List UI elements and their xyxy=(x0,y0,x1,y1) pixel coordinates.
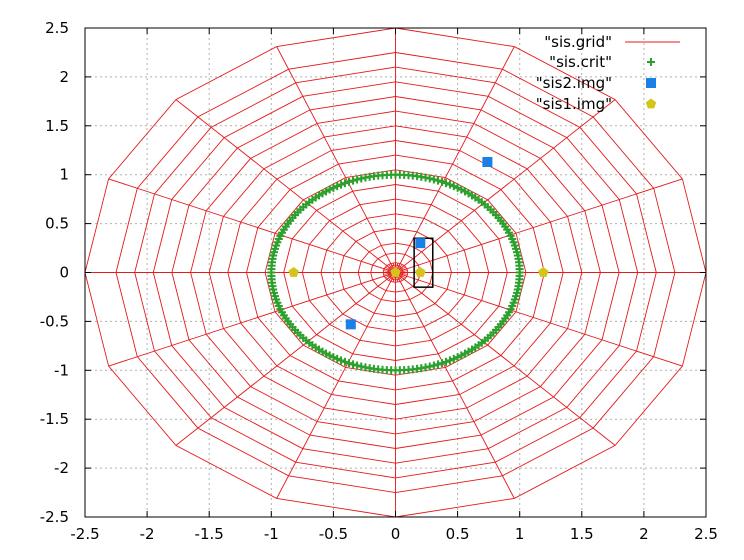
x-tick-label: 0.5 xyxy=(446,525,470,543)
grid-spoke xyxy=(395,46,515,273)
legend-marker-img2 xyxy=(646,78,656,88)
x-tick-label: 0 xyxy=(391,525,401,543)
y-tick-label: -2 xyxy=(54,459,69,477)
grid-spoke xyxy=(395,272,515,499)
crit-point xyxy=(442,357,451,366)
y-tick-label: -0.5 xyxy=(40,312,69,330)
crit-point xyxy=(433,360,442,369)
grid-spoke xyxy=(175,99,396,273)
y-tick-label: -1 xyxy=(54,361,69,379)
y-tick-label: 0.5 xyxy=(45,215,69,233)
crit-point xyxy=(445,356,454,365)
crit-point xyxy=(329,353,338,362)
y-tick-label: 2.5 xyxy=(45,19,69,37)
crit-point xyxy=(429,361,438,370)
legend-label-img1: "sis1.img" xyxy=(536,95,612,113)
x-tick-label: -1.5 xyxy=(195,525,224,543)
grid-spoke xyxy=(395,178,683,273)
y-tick-label: 1.5 xyxy=(45,117,69,135)
img2-point xyxy=(345,319,356,330)
crit-point xyxy=(438,359,447,368)
img2-point xyxy=(482,156,493,167)
crit-point xyxy=(349,176,358,185)
plot-area xyxy=(84,27,707,518)
img2-point xyxy=(415,238,426,249)
crit-point xyxy=(449,182,458,191)
x-tick-label: -2 xyxy=(140,525,155,543)
grid-spoke xyxy=(276,272,396,499)
x-tick-label: 2.5 xyxy=(694,525,718,543)
crit-point xyxy=(433,176,442,185)
x-tick-label: 1 xyxy=(515,525,525,543)
img1-point xyxy=(390,267,401,277)
x-tick-label: 1.5 xyxy=(570,525,594,543)
legend-label-crit: "sis.crit" xyxy=(549,53,612,71)
img1-point xyxy=(415,267,426,277)
crit-point xyxy=(349,360,358,369)
crit-point xyxy=(515,271,524,280)
y-tick-label: -2.5 xyxy=(40,508,69,526)
grid-spoke xyxy=(108,272,396,367)
crit-point xyxy=(442,179,451,188)
crit-point xyxy=(337,180,346,189)
grid-spoke xyxy=(276,46,396,273)
legend-markers xyxy=(645,58,657,109)
crit-point xyxy=(337,356,346,365)
y-tick-label: 0 xyxy=(59,264,69,282)
legend: "sis.grid" "sis.crit" "sis2.img" "sis1.i… xyxy=(536,33,680,113)
crit-point xyxy=(449,354,458,363)
x-tick-label: -0.5 xyxy=(319,525,348,543)
y-tick-label: 1 xyxy=(59,166,69,184)
legend-label-img2: "sis2.img" xyxy=(536,74,612,92)
grid-spoke xyxy=(108,178,396,273)
crit-point xyxy=(340,357,349,366)
crit-point xyxy=(453,183,462,192)
grid-spoke xyxy=(395,272,616,446)
crit-point xyxy=(438,177,447,186)
grid-spoke xyxy=(395,272,683,367)
crit-point xyxy=(333,182,342,191)
legend-label-grid: "sis.grid" xyxy=(544,33,612,51)
grid-center-ring xyxy=(387,264,404,281)
x-tick-label: -1 xyxy=(264,525,279,543)
crit-point xyxy=(445,180,454,189)
crit-point xyxy=(344,177,353,186)
crit-point xyxy=(333,354,342,363)
axis-ticks: -2.5 -2 -1.5 -1 -0.5 0 0.5 1 1.5 2 2.5 2.5 2 1.5 1 0.5 0… xyxy=(40,19,718,543)
img1-point xyxy=(538,267,549,277)
x-tick-label: 2 xyxy=(639,525,649,543)
y-tick-label: 2 xyxy=(59,68,69,86)
grid-spoke xyxy=(175,272,396,446)
legend-marker-img1 xyxy=(645,98,657,109)
crit-point xyxy=(353,175,362,184)
crit-point xyxy=(344,359,353,368)
x-tick-label: -2.5 xyxy=(70,525,99,543)
img1-point xyxy=(288,267,299,277)
crit-point xyxy=(340,179,349,188)
y-tick-label: -1.5 xyxy=(40,410,69,428)
